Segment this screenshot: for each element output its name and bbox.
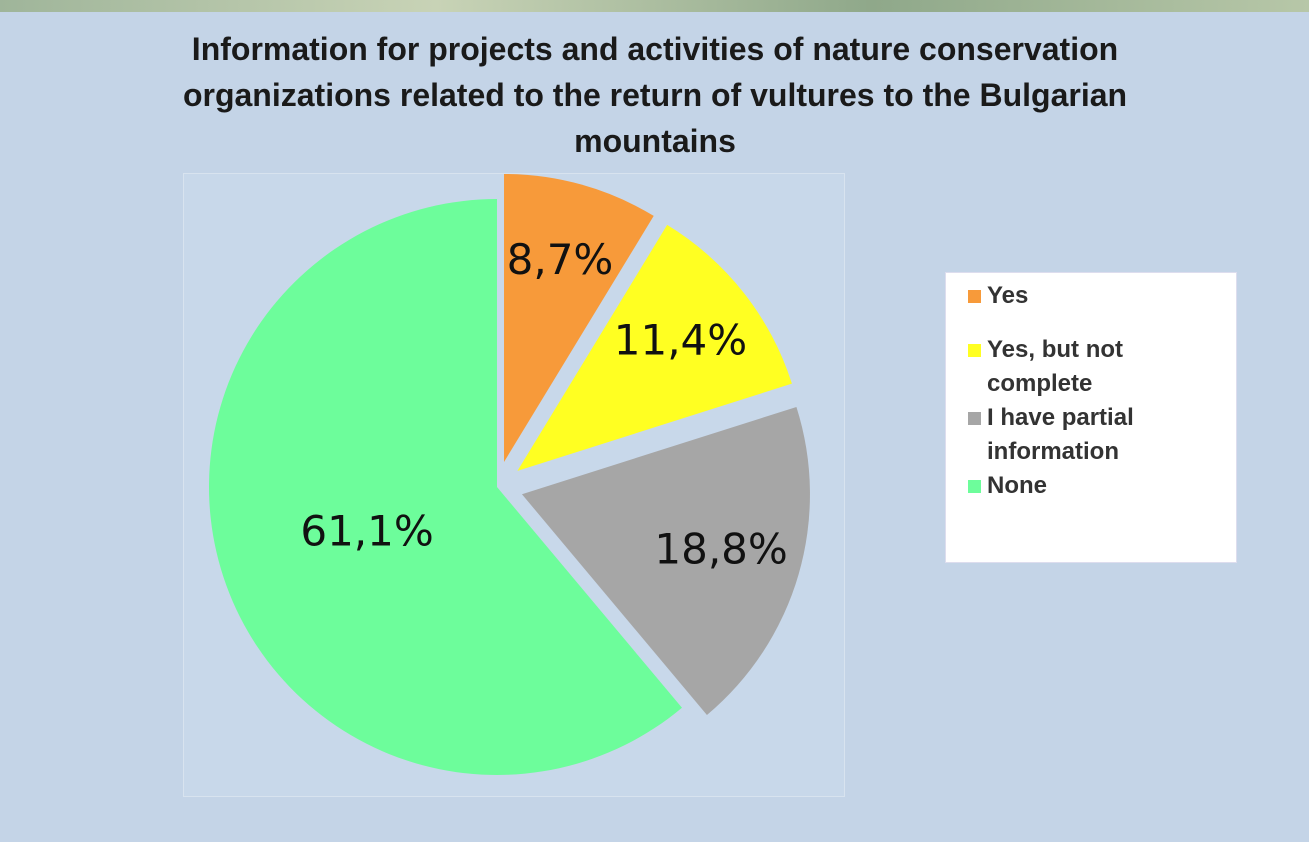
legend-label: Yes <box>987 282 1029 309</box>
top-band <box>0 0 1309 12</box>
pie-slice <box>209 198 682 775</box>
data-label: 8,7% <box>507 235 614 284</box>
legend-item: Yes <box>968 279 1226 313</box>
pie-slice <box>521 406 810 716</box>
pie-slice <box>517 224 792 471</box>
legend-label: I have partial information <box>987 404 1134 465</box>
legend-item: Yes, but not complete <box>968 333 1226 401</box>
legend-swatch <box>968 480 981 493</box>
legend-swatch <box>968 290 981 303</box>
legend-label: Yes, but not complete <box>987 336 1124 397</box>
pie-slice <box>504 173 654 462</box>
legend-swatch <box>968 412 981 425</box>
legend: Yes Yes, but not complete I have partial i… <box>945 272 1237 563</box>
data-label: 18,8% <box>654 525 787 574</box>
data-label: 61,1% <box>300 507 433 556</box>
legend-label: None <box>987 472 1047 499</box>
legend-swatch <box>968 344 981 357</box>
chart-title: Information for projects and activities … <box>182 31 1128 159</box>
legend-item: None <box>968 469 1226 503</box>
data-label: 11,4% <box>614 315 747 364</box>
legend-item: I have partial information <box>968 401 1226 469</box>
